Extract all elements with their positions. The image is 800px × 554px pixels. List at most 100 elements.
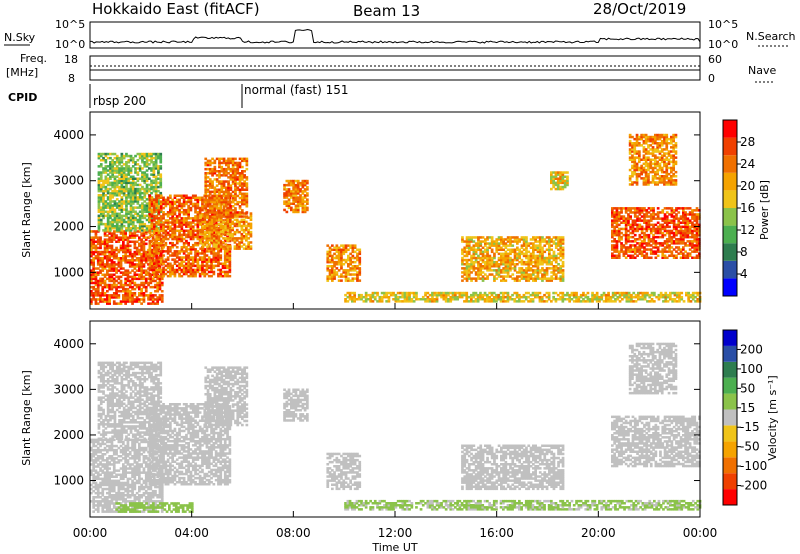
scatter-cell <box>206 194 210 198</box>
scatter-cell <box>150 204 154 208</box>
scatter-cell <box>461 238 464 241</box>
scatter-cell <box>191 233 195 237</box>
scatter-cell <box>225 186 228 189</box>
scatter-cell <box>559 240 563 243</box>
scatter-cell <box>203 237 207 240</box>
scatter-cell <box>158 279 162 283</box>
scatter-cell <box>178 231 181 235</box>
scatter-cell <box>215 239 218 242</box>
scatter-cell <box>554 183 558 187</box>
nave-label: Nave <box>748 64 776 77</box>
scatter-cell <box>207 217 211 220</box>
scatter-cell <box>504 246 508 249</box>
scatter-cell <box>665 244 669 247</box>
scatter-cell <box>516 238 519 241</box>
scatter-cell <box>331 244 334 247</box>
scatter-cell <box>222 209 226 212</box>
scatter-cell <box>663 240 667 243</box>
scatter-cell <box>217 243 220 247</box>
scatter-cell <box>131 161 135 164</box>
scatter-cell <box>522 248 526 251</box>
scatter-cell <box>109 208 112 211</box>
scatter-cell <box>218 163 221 167</box>
scatter-cell <box>296 204 300 207</box>
scatter-cell <box>153 227 156 230</box>
scatter-cell <box>145 183 149 187</box>
scatter-cell <box>525 260 528 264</box>
scatter-cell <box>661 209 665 212</box>
scatter-cell <box>136 177 140 180</box>
scatter-cell <box>138 165 142 168</box>
scatter-cell <box>233 245 237 248</box>
scatter-cell <box>155 198 158 202</box>
scatter-cell <box>178 211 181 214</box>
scatter-cell <box>691 233 694 237</box>
scatter-cell <box>182 213 186 216</box>
scatter-cell <box>617 240 621 243</box>
scatter-cell <box>185 229 188 232</box>
scatter-cell <box>138 244 141 248</box>
scatter-cell <box>212 272 216 276</box>
scatter-cell <box>196 215 200 218</box>
scatter-cell <box>647 215 651 218</box>
scatter-cell <box>136 218 140 222</box>
scatter-cell <box>504 265 508 268</box>
scatter-cell <box>133 234 137 237</box>
scatter-cell <box>225 188 228 191</box>
scatter-cell <box>636 217 639 220</box>
scatter-cell <box>142 246 146 250</box>
scatter-cell <box>208 178 212 181</box>
scatter-cell <box>624 209 628 212</box>
scatter-cell <box>106 290 109 293</box>
scatter-cell <box>654 213 658 216</box>
scatter-cell <box>682 231 685 235</box>
scatter-cell <box>296 200 300 203</box>
scatter-cell <box>627 233 630 237</box>
scatter-cell <box>659 211 662 214</box>
scatter-cell <box>686 244 690 247</box>
scatter-cell <box>120 159 124 162</box>
scatter-cell <box>647 240 651 243</box>
scatter-cell <box>204 157 208 161</box>
scatter-cell <box>548 256 551 260</box>
scatter-cell <box>301 186 305 189</box>
scatter-cell <box>234 157 237 161</box>
scatter-cell <box>649 238 653 241</box>
scatter-cell <box>155 194 158 197</box>
scatter-cell <box>189 208 193 212</box>
scatter-cell <box>162 246 165 249</box>
scatter-cell <box>194 206 197 210</box>
scatter-cell <box>113 152 117 156</box>
scatter-cell <box>235 218 239 221</box>
scatter-cell <box>652 213 655 216</box>
scatter-cell <box>233 218 237 221</box>
scatter-cell <box>128 292 132 295</box>
scatter-cell <box>122 156 126 160</box>
scatter-cell <box>208 167 212 171</box>
scatter-cell <box>472 265 476 268</box>
scatter-cell <box>554 187 558 191</box>
scatter-cell <box>231 194 235 198</box>
scatter-cell <box>629 231 632 235</box>
scatter-cell <box>682 209 685 212</box>
scatter-cell <box>198 237 202 241</box>
scatter-cell <box>150 181 153 185</box>
scatter-cell <box>695 213 699 216</box>
scatter-cell <box>148 250 152 253</box>
scatter-cell <box>148 241 152 245</box>
scatter-cell <box>175 221 179 224</box>
scatter-cell <box>518 279 521 282</box>
scatter-cell <box>166 202 170 206</box>
scatter-cell <box>122 254 125 258</box>
scatter-cell <box>506 269 510 272</box>
scatter-cell <box>559 252 563 256</box>
scatter-cell <box>296 202 300 205</box>
scatter-cell <box>296 210 300 214</box>
scatter-cell <box>226 217 229 220</box>
scatter-cell <box>99 265 102 268</box>
scatter-cell <box>125 179 128 183</box>
scatter-cell <box>224 222 228 226</box>
scatter-cell <box>222 200 226 204</box>
scatter-cell <box>133 250 137 254</box>
scatter-cell <box>550 238 553 241</box>
